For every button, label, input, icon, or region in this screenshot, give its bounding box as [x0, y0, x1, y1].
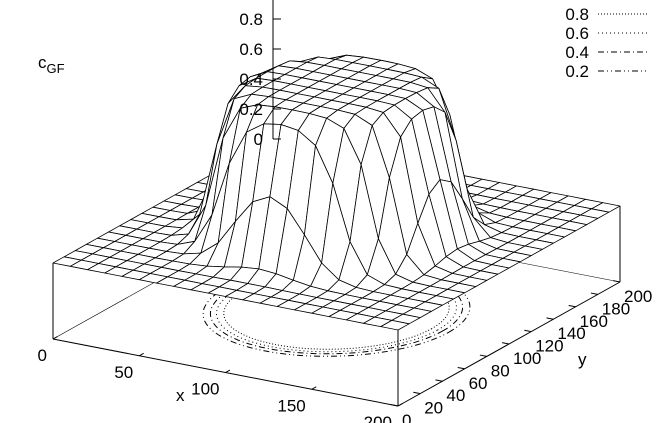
legend-label: 0.2: [565, 62, 589, 81]
y-tick-label: 120: [535, 337, 563, 356]
y-tick-label: 140: [557, 324, 585, 343]
x-tick: [225, 369, 231, 373]
y-tick-label: 0: [402, 411, 411, 423]
z-axis-label: cGF: [38, 53, 65, 76]
y-tick-label: 180: [602, 299, 630, 318]
y-tick: [524, 329, 532, 333]
x-tick: [52, 336, 58, 340]
y-tick-label: 200: [624, 287, 652, 306]
x-axis-label: x: [176, 386, 185, 405]
y-tick: [502, 342, 510, 345]
surface-mesh: [52, 54, 621, 331]
legend-label: 0.6: [565, 24, 589, 43]
z-tick-label: 0: [254, 130, 263, 149]
z-axis-label-subscript: GF: [47, 61, 65, 76]
z-axis: 00.20.40.60.81: [239, 0, 281, 149]
y-tick-label: 160: [580, 312, 608, 331]
y-tick-label: 60: [469, 374, 488, 393]
y-tick-label: 40: [446, 386, 465, 405]
x-tick: [311, 386, 317, 390]
x-tick: [139, 352, 144, 357]
y-tick: [613, 280, 621, 283]
y-tick: [568, 304, 576, 308]
legend-label: 0.4: [565, 43, 589, 62]
z-tick-label: 0.8: [239, 10, 263, 29]
y-tick: [413, 391, 421, 395]
y-tick: [546, 317, 554, 320]
surface-cell: [380, 319, 410, 331]
x-tick-label: 0: [38, 346, 47, 365]
z-tick-label: 0.2: [239, 100, 263, 119]
legend-label: 0.8: [565, 5, 589, 24]
x-axis: 0 50 100 150 200: [38, 336, 403, 423]
x-tick-label: 50: [114, 363, 133, 382]
y-tick: [391, 404, 399, 407]
z-tick-label: 0.4: [239, 70, 263, 89]
y-tick-label: 100: [513, 349, 541, 368]
y-tick: [590, 292, 598, 295]
x-tick: [397, 403, 403, 407]
legend: 0.80.60.40.2: [565, 5, 648, 81]
x-tick-label: 100: [191, 380, 219, 399]
y-tick: [479, 354, 487, 357]
x-tick-label: 150: [277, 396, 305, 415]
y-tick-label: 20: [424, 399, 443, 418]
y-tick: [435, 379, 443, 382]
x-tick-label: 200: [364, 413, 392, 423]
y-tick: [457, 366, 465, 370]
z-tick-label: 0.6: [239, 40, 263, 59]
y-tick-label: 80: [491, 361, 510, 380]
y-axis-label: y: [578, 350, 587, 369]
